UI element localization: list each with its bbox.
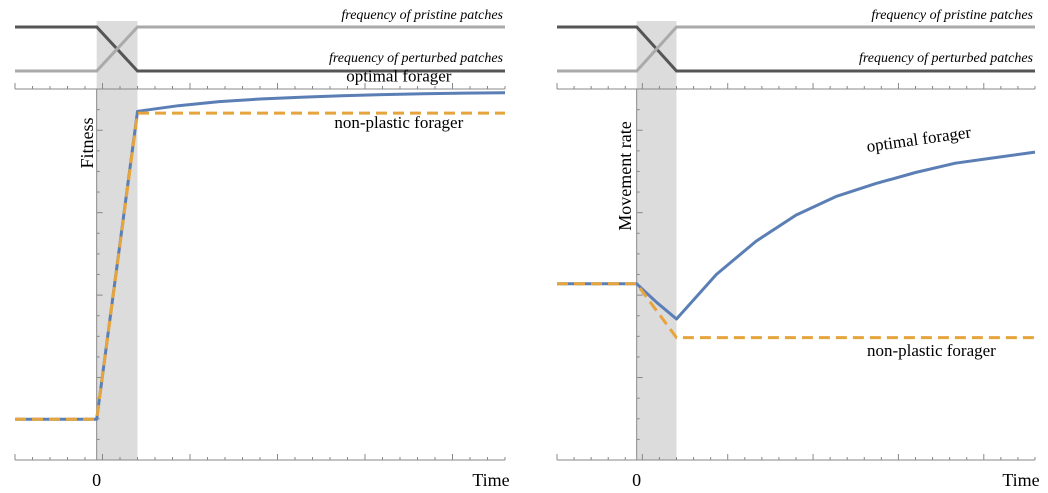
pristine-label: frequency of pristine patches [871,8,1033,23]
y-axis-label: Fitness [77,117,97,168]
pristine-label: frequency of pristine patches [341,8,503,23]
fitness-panel: frequency of pristine patches frequency o… [14,8,510,490]
y-axis-label: Movement rate [615,121,635,230]
axes [14,88,506,461]
movement-rate-panel: frequency of pristine patches frequency o… [556,8,1040,490]
non-plastic-forager-label: non-plastic forager [867,341,996,360]
perturbed-label: frequency of perturbed patches [329,51,504,66]
strip-ticks [556,83,1036,90]
optimal-forager-label: optimal forager [865,122,972,156]
perturbation-interval-band [96,21,138,460]
perturbation-interval-band [636,21,677,460]
non-plastic-forager-line [557,282,1035,340]
perturbed-label: frequency of perturbed patches [859,51,1034,66]
x-tick-label: 0 [632,470,641,490]
non-plastic-forager-line [15,111,505,421]
non-plastic-forager-label: non-plastic forager [334,113,463,132]
optimal-forager-label: optimal forager [346,67,452,86]
perturbed-frequency-line [15,25,505,73]
x-axis-label: Time [472,470,509,490]
optimal-forager-line [557,150,1036,321]
axes [556,88,1036,461]
x-tick-label: 0 [92,470,101,490]
x-axis-label: Time [1002,470,1039,490]
perturbed-frequency-line [557,25,1035,73]
